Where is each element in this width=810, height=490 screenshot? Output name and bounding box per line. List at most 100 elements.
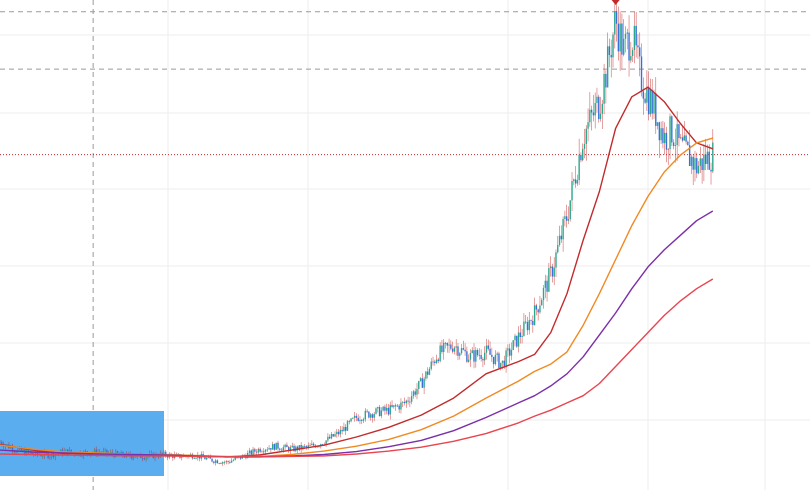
candle-body <box>206 457 208 460</box>
candle-body <box>257 448 260 453</box>
candle-body <box>460 348 463 354</box>
candle-body <box>437 359 440 362</box>
candle-body <box>330 434 333 439</box>
candle-body <box>43 451 46 457</box>
candle-body <box>255 451 258 453</box>
candle-body <box>548 268 550 292</box>
candle-body <box>699 158 702 166</box>
candle-body <box>505 350 507 368</box>
moving-average-line-2 <box>0 137 713 458</box>
candle-body <box>334 434 336 437</box>
candle-body <box>248 450 251 454</box>
candle-body <box>273 444 276 450</box>
moving-average-line-1 <box>0 86 714 458</box>
candle-body <box>70 449 72 453</box>
candle-body <box>624 33 627 39</box>
candle-body <box>669 116 671 150</box>
candle-body <box>710 169 712 172</box>
candle-body <box>339 429 342 435</box>
candle-body <box>325 440 327 445</box>
candle-body <box>359 420 361 421</box>
candle-body <box>214 460 217 463</box>
candle-body <box>450 344 452 349</box>
candle-body <box>530 320 532 321</box>
candle-body <box>435 359 438 363</box>
candle-body <box>603 73 605 104</box>
candle-body <box>562 218 564 240</box>
candle-body <box>414 391 416 395</box>
candle-body <box>608 46 611 55</box>
candle-body <box>223 462 226 463</box>
candle-body <box>419 378 422 382</box>
candle-body <box>687 141 689 146</box>
candle-body <box>507 348 509 351</box>
candle-body <box>510 349 513 356</box>
candle-body <box>405 400 407 404</box>
candle-body <box>218 463 220 464</box>
candle-body <box>491 354 493 357</box>
candle-body <box>104 449 106 451</box>
candle-body <box>623 38 625 55</box>
selection-box[interactable] <box>0 411 164 476</box>
candle-body <box>343 426 345 432</box>
candle-body <box>261 451 263 453</box>
candle-body <box>635 25 637 46</box>
candle-body <box>161 452 163 454</box>
candle-body <box>655 93 657 126</box>
candle-body <box>264 449 267 452</box>
candle-body <box>366 410 368 412</box>
moving-average-lines <box>0 86 714 458</box>
candle-body <box>428 368 431 375</box>
candle-body <box>492 356 495 365</box>
candle-body <box>393 405 395 407</box>
candle-body <box>658 122 661 141</box>
candle-body <box>284 444 286 448</box>
candle-body <box>357 417 359 421</box>
candle-body <box>571 181 573 201</box>
candle-body <box>712 142 714 172</box>
candle-body <box>484 352 486 361</box>
candle-body <box>181 457 183 458</box>
candle-body <box>336 431 338 435</box>
candle-body <box>601 103 604 114</box>
candle-body <box>598 96 600 120</box>
candle-body <box>410 396 413 402</box>
candle-body <box>647 87 650 115</box>
candle-body <box>626 32 628 34</box>
candle-body <box>1 441 3 445</box>
candle-body <box>471 350 473 353</box>
candle-body <box>489 348 491 355</box>
high-marker-icon <box>611 0 620 5</box>
candle-body <box>0 441 1 443</box>
candle-body <box>524 321 527 323</box>
candle-body <box>498 353 500 368</box>
candle-body <box>633 25 636 51</box>
candle-body <box>451 348 454 352</box>
candle-body <box>567 219 570 221</box>
candle-body <box>56 453 58 455</box>
candle-body <box>389 405 391 415</box>
candle-body <box>521 335 523 338</box>
candle-body <box>134 457 137 458</box>
candle-body <box>385 407 388 411</box>
candle-body <box>605 73 607 88</box>
candle-body <box>517 332 520 347</box>
candle-body <box>209 456 211 459</box>
candle-body <box>685 135 687 142</box>
candle-body <box>599 113 602 120</box>
candle-body <box>617 23 620 52</box>
candle-body <box>353 415 356 418</box>
candle-body <box>380 410 383 417</box>
candle-body <box>542 287 545 301</box>
candle-body <box>487 345 489 349</box>
candle-body <box>501 360 504 363</box>
candle-body <box>291 445 293 448</box>
candle-body <box>252 449 254 455</box>
candle-body <box>674 145 677 146</box>
candle-body <box>485 345 488 353</box>
candle-body <box>444 342 447 344</box>
candle-body <box>296 446 299 451</box>
candle-body <box>11 446 14 452</box>
